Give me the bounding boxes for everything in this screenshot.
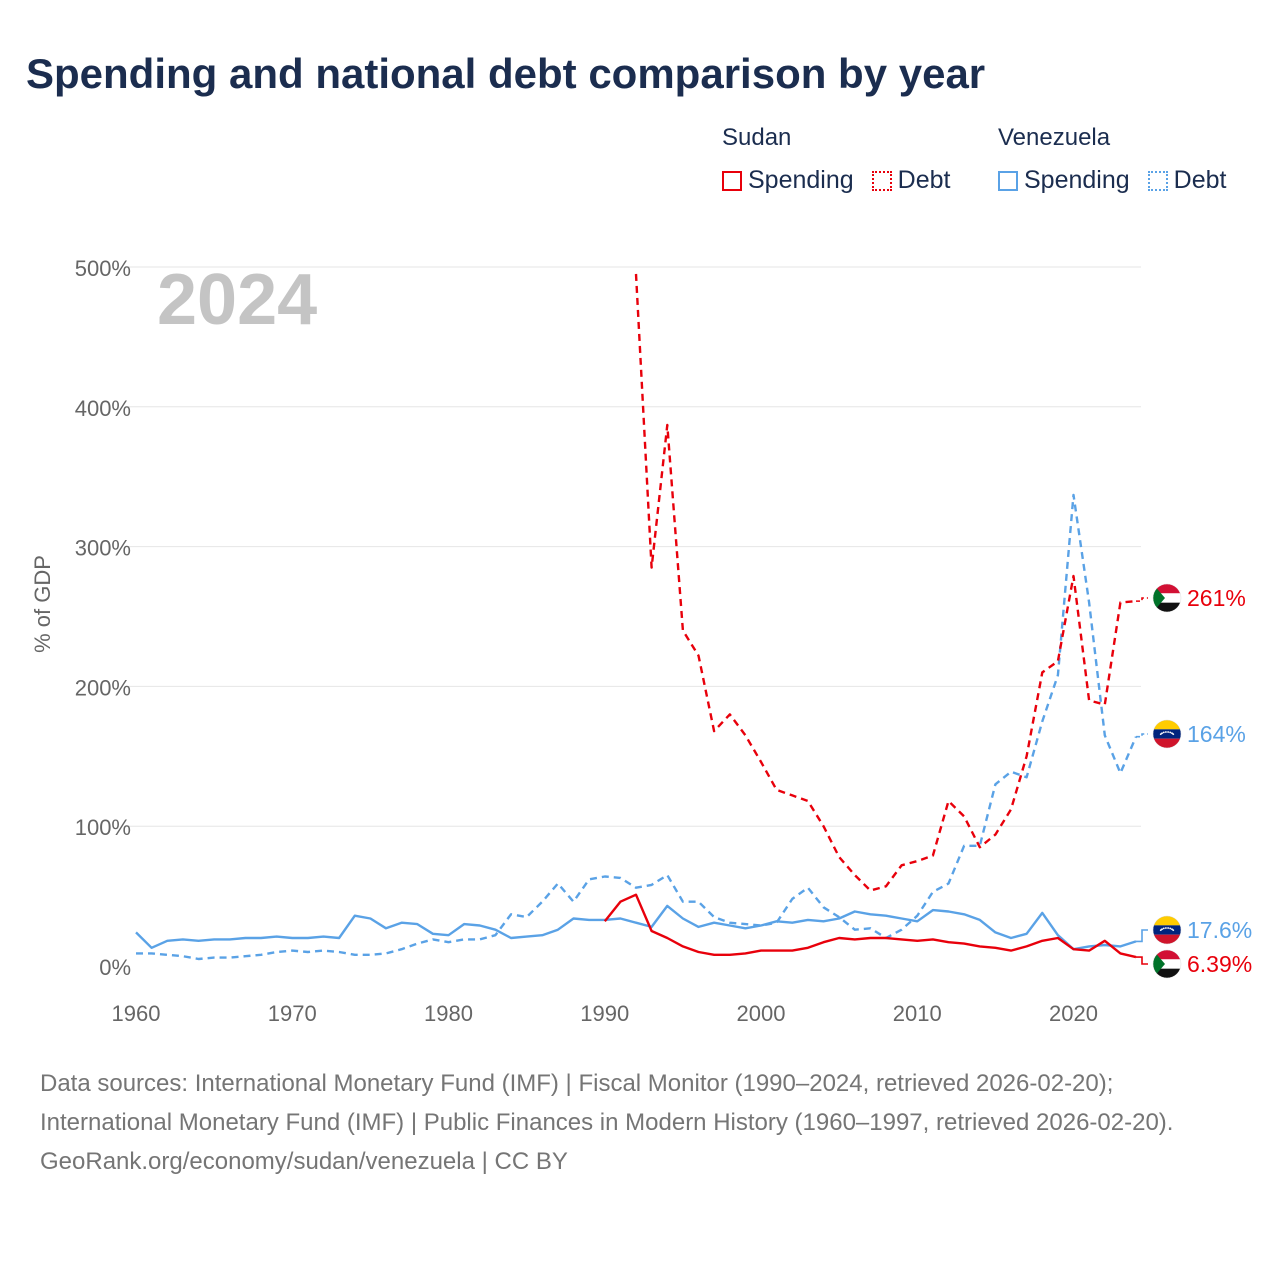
end-label-connector (1136, 597, 1148, 602)
x-tick-label: 2010 (893, 1001, 942, 1026)
sudan-flag-icon (1153, 950, 1181, 978)
solid-line-swatch-icon (722, 170, 742, 191)
y-axis-label: % of GDP (30, 555, 55, 653)
legend-item-venezuela-debt[interactable]: Debt (1147, 166, 1227, 195)
legend-label: Spending (1024, 166, 1130, 194)
dotted-line-swatch-icon (1147, 170, 1168, 191)
venezuela-flag-icon (1153, 720, 1181, 748)
y-axis-ticks: 0% 100% 200% 300% 400% 500% (75, 256, 131, 980)
credit-link[interactable]: GeoRank.org/economy/sudan/venezuela | CC… (40, 1148, 568, 1175)
end-labels: 164% 261% 17.6% 6.39% (1136, 583, 1252, 979)
y-tick-label: 300% (75, 536, 131, 561)
legend-label: Spending (748, 166, 854, 194)
legend-country-sudan: Sudan (722, 124, 792, 151)
legend-item-sudan-debt[interactable]: Debt (871, 166, 951, 195)
end-label-connector (1136, 733, 1148, 738)
legend-label: Debt (897, 166, 951, 194)
y-tick-label: 500% (75, 256, 131, 281)
year-watermark: 2024 (157, 260, 317, 340)
x-tick-label: 1980 (424, 1001, 473, 1026)
sudan-debt-line (634, 273, 1137, 892)
end-value-label: 6.39% (1187, 951, 1252, 977)
series-lines (135, 273, 1138, 961)
x-tick-label: 1960 (112, 1001, 161, 1026)
venezuela-debt-line (136, 493, 1138, 961)
venezuela-flag-icon (1153, 916, 1181, 944)
y-tick-label: 100% (75, 815, 131, 840)
page-title: Spending and national debt comparison by… (26, 50, 986, 97)
y-tick-label: 0% (99, 955, 131, 980)
legend-item-sudan-spending[interactable]: Spending (722, 166, 854, 195)
x-axis-ticks: 1960 1970 1980 1990 2000 2010 2020 (112, 1001, 1098, 1026)
y-tick-label: 400% (75, 396, 131, 421)
data-sources: Data sources: International Monetary Fun… (40, 1070, 1174, 1136)
grid (126, 266, 1141, 827)
x-tick-label: 2000 (737, 1001, 786, 1026)
footer: Data sources: International Monetary Fun… (40, 1064, 1240, 1181)
end-label-connector (1136, 956, 1148, 965)
legend-item-venezuela-spending[interactable]: Spending (998, 166, 1130, 195)
sudan-flag-icon (1153, 584, 1181, 612)
end-value-label: 164% (1187, 721, 1246, 747)
chart: 2024 % of GDP 0% 100% 200% 300% 400% 500% 196… (30, 256, 1252, 1026)
legend-sudan: Sudan Spending Debt (722, 124, 950, 195)
end-value-label: 17.6% (1187, 917, 1252, 943)
dotted-line-swatch-icon (871, 170, 892, 191)
x-tick-label: 1990 (580, 1001, 629, 1026)
x-tick-label: 2020 (1049, 1001, 1098, 1026)
end-value-label: 261% (1187, 585, 1246, 611)
legend-label: Debt (1173, 166, 1227, 194)
solid-line-swatch-icon (998, 170, 1018, 191)
end-label-connector (1136, 929, 1148, 943)
legend-venezuela: Venezuela Spending Debt (998, 124, 1226, 195)
y-tick-label: 200% (75, 675, 131, 700)
sudan-spending-line (603, 893, 1137, 959)
venezuela-spending-line (135, 904, 1137, 951)
legend-country-venezuela: Venezuela (998, 124, 1111, 151)
x-tick-label: 1970 (268, 1001, 317, 1026)
